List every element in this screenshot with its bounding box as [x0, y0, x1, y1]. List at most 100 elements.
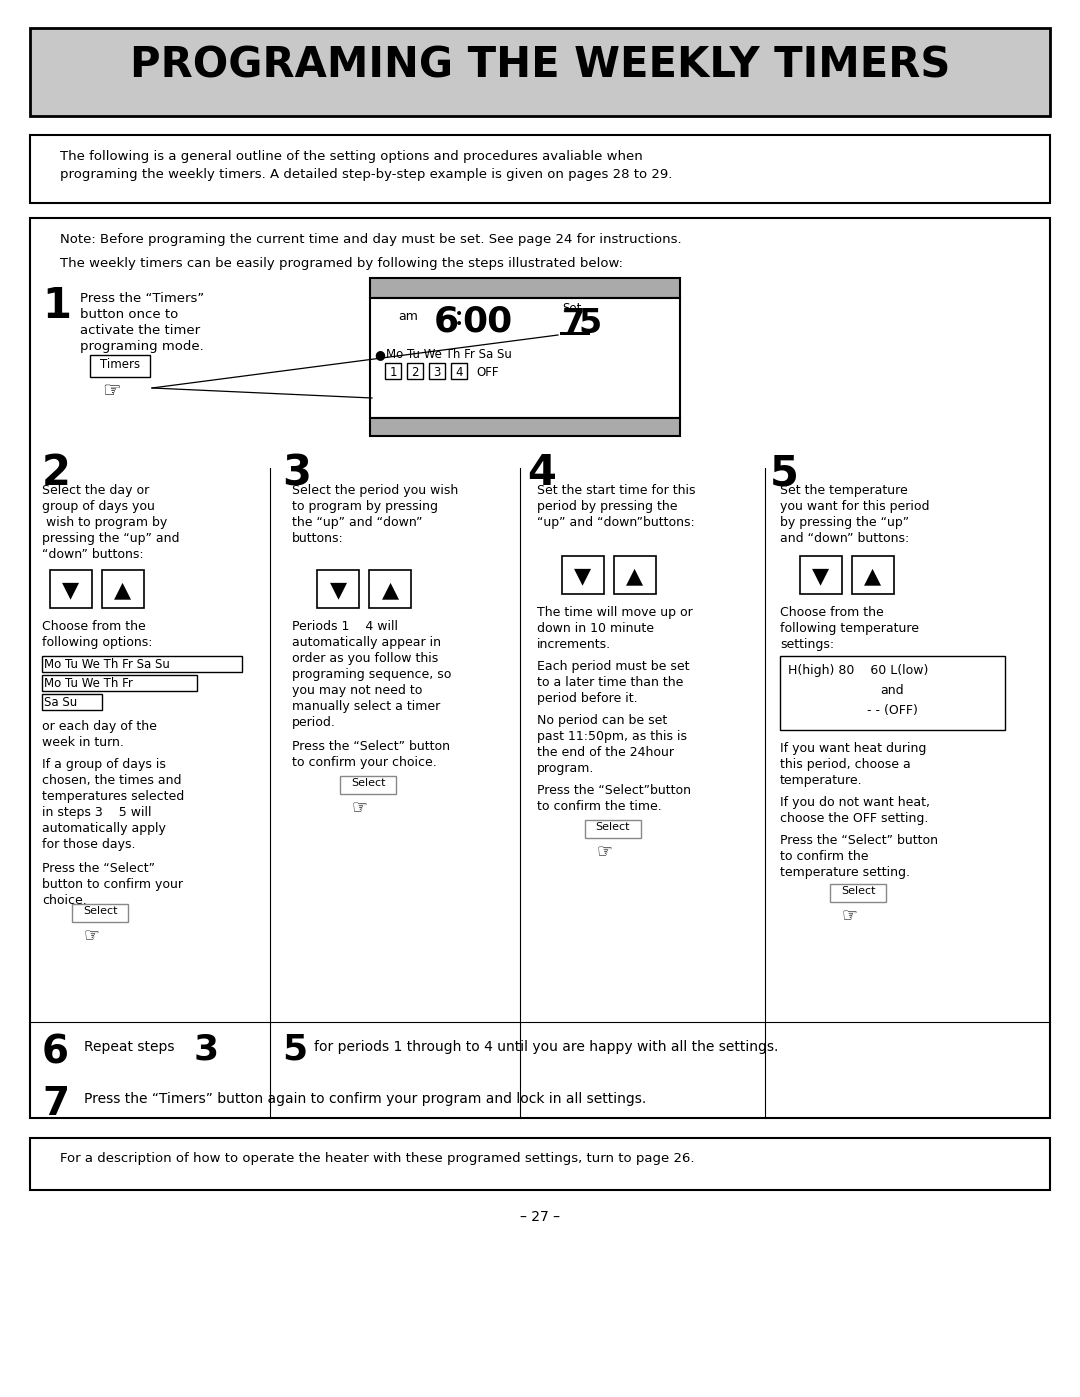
Text: Timers: Timers	[100, 358, 140, 372]
Text: temperatures selected: temperatures selected	[42, 789, 185, 803]
Text: Select the period you wish: Select the period you wish	[292, 483, 458, 497]
Text: pressing the “up” and: pressing the “up” and	[42, 532, 179, 545]
Text: week in turn.: week in turn.	[42, 736, 124, 749]
Text: order as you follow this: order as you follow this	[292, 652, 438, 665]
Text: chosen, the times and: chosen, the times and	[42, 774, 181, 787]
Text: ▲: ▲	[626, 566, 644, 585]
Text: automatically apply: automatically apply	[42, 821, 166, 835]
Text: for those days.: for those days.	[42, 838, 135, 851]
Text: Mo Tu We Th Fr: Mo Tu We Th Fr	[44, 678, 133, 690]
Bar	[407, 363, 423, 379]
Bar	[585, 820, 642, 838]
Text: choice.: choice.	[42, 894, 86, 907]
Text: Repeat steps: Repeat steps	[84, 1039, 175, 1053]
Text: by pressing the “up”: by pressing the “up”	[780, 515, 909, 529]
Bar	[370, 278, 680, 298]
Text: activate the timer: activate the timer	[80, 324, 200, 337]
Bar	[562, 556, 604, 594]
Text: group of days you: group of days you	[42, 500, 154, 513]
Bar	[852, 556, 894, 594]
Text: and: and	[880, 685, 904, 697]
Bar	[780, 657, 1005, 731]
Text: 5: 5	[770, 453, 799, 495]
Text: ▼: ▼	[329, 580, 347, 599]
Text: PROGRAMING THE WEEKLY TIMERS: PROGRAMING THE WEEKLY TIMERS	[130, 43, 950, 87]
Text: Mo Tu We Th Fr Sa Su: Mo Tu We Th Fr Sa Su	[386, 348, 512, 360]
Text: Each period must be set: Each period must be set	[537, 659, 689, 673]
Text: temperature.: temperature.	[780, 774, 863, 787]
Text: 6: 6	[42, 1032, 69, 1071]
Text: Select: Select	[83, 907, 118, 916]
Text: following options:: following options:	[42, 636, 152, 650]
Text: 7: 7	[562, 307, 585, 339]
Bar	[370, 418, 680, 436]
Text: for periods 1 through to 4 until you are happy with all the settings.: for periods 1 through to 4 until you are…	[314, 1039, 779, 1053]
Bar	[369, 570, 411, 608]
Bar	[615, 556, 656, 594]
Text: Set: Set	[563, 302, 582, 314]
Text: programing mode.: programing mode.	[80, 339, 204, 353]
Text: and “down” buttons:: and “down” buttons:	[780, 532, 909, 545]
Text: The weekly timers can be easily programed by following the steps illustrated bel: The weekly timers can be easily programe…	[60, 257, 623, 270]
Text: •: •	[455, 317, 463, 331]
Text: 2: 2	[411, 366, 419, 379]
Text: Select the day or: Select the day or	[42, 483, 149, 497]
Text: The time will move up or: The time will move up or	[537, 606, 692, 619]
Text: 3: 3	[433, 366, 441, 379]
Text: Press the “Timers”: Press the “Timers”	[80, 292, 204, 305]
Bar	[561, 332, 590, 335]
Text: ☞: ☞	[597, 842, 613, 861]
Text: Choose from the: Choose from the	[780, 606, 883, 619]
Bar	[340, 775, 396, 793]
Text: ▼: ▼	[63, 580, 80, 599]
Text: Press the “Select”: Press the “Select”	[42, 862, 156, 875]
Bar	[451, 363, 467, 379]
Text: ☞: ☞	[842, 907, 859, 923]
Text: If you want heat during: If you want heat during	[780, 742, 927, 754]
Text: this period, choose a: this period, choose a	[780, 759, 910, 771]
Text: - - (OFF): - - (OFF)	[866, 704, 917, 717]
Text: 6: 6	[434, 305, 459, 339]
Text: Select: Select	[596, 821, 631, 833]
Text: ▲: ▲	[114, 580, 132, 599]
Text: button to confirm your: button to confirm your	[42, 877, 183, 891]
Text: Select: Select	[351, 778, 386, 788]
Text: in steps 3    5 will: in steps 3 5 will	[42, 806, 151, 819]
Text: The following is a general outline of the setting options and procedures avaliab: The following is a general outline of th…	[60, 149, 643, 163]
Text: Select: Select	[840, 886, 875, 895]
Bar	[318, 570, 359, 608]
Text: program.: program.	[537, 761, 594, 775]
Bar	[42, 694, 102, 710]
Text: 3: 3	[194, 1032, 219, 1067]
Bar	[30, 28, 1050, 116]
Bar	[800, 556, 842, 594]
Text: to confirm the: to confirm the	[780, 849, 868, 863]
Text: or each day of the: or each day of the	[42, 719, 157, 733]
Text: past 11:50pm, as this is: past 11:50pm, as this is	[537, 731, 687, 743]
Text: manually select a timer: manually select a timer	[292, 700, 441, 712]
Bar	[384, 363, 401, 379]
Text: OFF: OFF	[476, 366, 499, 379]
Text: Sa Su: Sa Su	[44, 696, 78, 710]
Text: Press the “Select” button: Press the “Select” button	[780, 834, 939, 847]
Text: 4: 4	[527, 453, 556, 495]
Text: “up” and “down”buttons:: “up” and “down”buttons:	[537, 515, 694, 529]
Text: the “up” and “down”: the “up” and “down”	[292, 515, 422, 529]
Text: If a group of days is: If a group of days is	[42, 759, 166, 771]
Text: settings:: settings:	[780, 638, 834, 651]
Text: to program by pressing: to program by pressing	[292, 500, 438, 513]
Text: 3: 3	[282, 453, 311, 495]
Text: 1: 1	[389, 366, 396, 379]
Text: increments.: increments.	[537, 638, 611, 651]
Text: Periods 1    4 will: Periods 1 4 will	[292, 620, 399, 633]
Text: Press the “Select” button: Press the “Select” button	[292, 740, 450, 753]
Text: Choose from the: Choose from the	[42, 620, 146, 633]
Text: following temperature: following temperature	[780, 622, 919, 636]
Text: 2: 2	[42, 453, 71, 495]
Text: If you do not want heat,: If you do not want heat,	[780, 796, 930, 809]
Bar	[50, 570, 92, 608]
Text: you may not need to: you may not need to	[292, 685, 422, 697]
Text: For a description of how to operate the heater with these programed settings, tu: For a description of how to operate the …	[60, 1153, 694, 1165]
Text: •: •	[455, 307, 463, 321]
Text: ▲: ▲	[381, 580, 399, 599]
